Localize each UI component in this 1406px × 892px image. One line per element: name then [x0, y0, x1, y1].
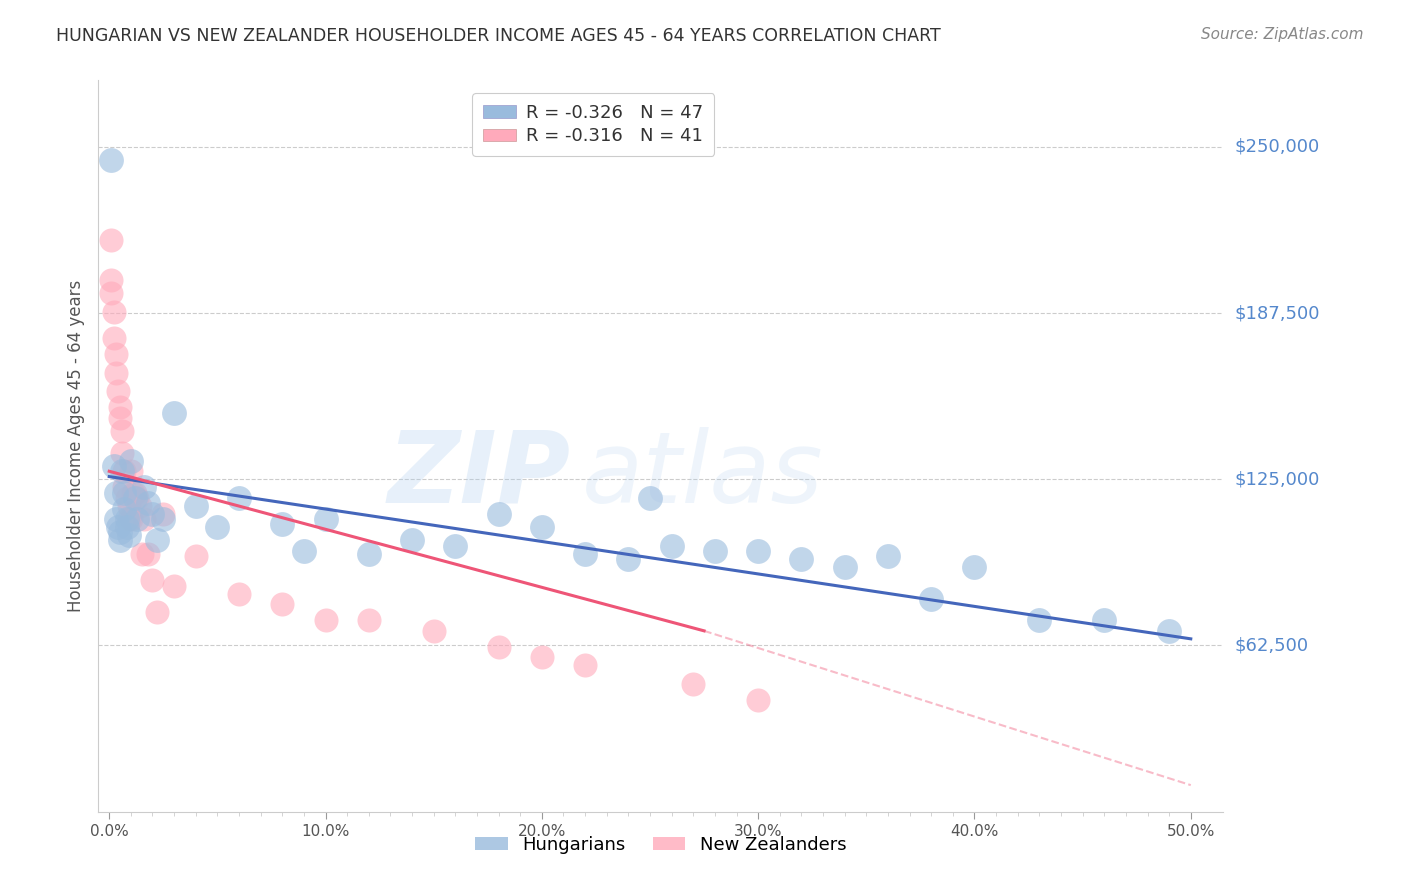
Point: [124, 491, 146, 505]
Text: $250,000: $250,000: [1234, 137, 1320, 156]
Point: [920, 591, 942, 606]
Point: [963, 560, 986, 574]
Point: [103, 331, 125, 345]
Point: [790, 552, 813, 566]
Point: [120, 464, 142, 478]
Point: [104, 347, 127, 361]
Point: [877, 549, 900, 564]
Point: [118, 528, 141, 542]
Point: [141, 574, 163, 588]
Point: [163, 406, 186, 420]
Point: [401, 533, 423, 548]
Point: [104, 512, 127, 526]
Point: [108, 411, 131, 425]
Point: [128, 499, 150, 513]
Point: [834, 560, 856, 574]
Text: HUNGARIAN VS NEW ZEALANDER HOUSEHOLDER INCOME AGES 45 - 64 YEARS CORRELATION CHA: HUNGARIAN VS NEW ZEALANDER HOUSEHOLDER I…: [56, 27, 941, 45]
Point: [703, 544, 725, 558]
Text: $125,000: $125,000: [1234, 470, 1320, 488]
Point: [120, 453, 142, 467]
Point: [574, 658, 596, 673]
Point: [112, 485, 135, 500]
Point: [108, 533, 131, 548]
Point: [122, 485, 145, 500]
Point: [115, 491, 138, 505]
Point: [120, 512, 142, 526]
Point: [118, 499, 141, 513]
Point: [444, 539, 467, 553]
Point: [747, 544, 769, 558]
Point: [747, 693, 769, 707]
Point: [136, 547, 159, 561]
Point: [292, 544, 315, 558]
Point: [127, 491, 149, 505]
Point: [530, 650, 553, 665]
Point: [1028, 613, 1050, 627]
Point: [118, 512, 141, 526]
Point: [141, 507, 163, 521]
Point: [132, 512, 155, 526]
Point: [131, 547, 153, 561]
Point: [207, 520, 229, 534]
Point: [108, 401, 131, 415]
Point: [315, 613, 337, 627]
Point: [100, 286, 122, 301]
Point: [112, 480, 135, 494]
Point: [271, 597, 294, 611]
Text: Source: ZipAtlas.com: Source: ZipAtlas.com: [1201, 27, 1364, 42]
Point: [127, 512, 149, 526]
Point: [184, 549, 207, 564]
Point: [315, 512, 337, 526]
Point: [574, 547, 596, 561]
Point: [103, 304, 125, 318]
Point: [100, 233, 122, 247]
Point: [271, 517, 294, 532]
Text: atlas: atlas: [582, 426, 824, 524]
Point: [152, 507, 174, 521]
Point: [184, 499, 207, 513]
Point: [132, 480, 155, 494]
Y-axis label: Householder Income Ages 45 - 64 years: Householder Income Ages 45 - 64 years: [66, 280, 84, 612]
Point: [100, 273, 122, 287]
Point: [152, 512, 174, 526]
Text: ZIP: ZIP: [388, 426, 571, 524]
Legend: Hungarians, New Zealanders: Hungarians, New Zealanders: [468, 829, 853, 861]
Point: [107, 384, 129, 399]
Point: [682, 677, 704, 691]
Point: [103, 458, 125, 473]
Point: [488, 507, 510, 521]
Point: [228, 586, 250, 600]
Text: $187,500: $187,500: [1234, 304, 1320, 322]
Point: [357, 547, 380, 561]
Point: [357, 613, 380, 627]
Point: [108, 525, 131, 540]
Point: [111, 425, 134, 439]
Point: [146, 533, 169, 548]
Point: [530, 520, 553, 534]
Point: [111, 464, 134, 478]
Point: [100, 153, 122, 167]
Point: [124, 485, 146, 500]
Point: [661, 539, 683, 553]
Point: [638, 491, 661, 505]
Point: [136, 496, 159, 510]
Point: [115, 520, 138, 534]
Point: [104, 366, 127, 380]
Point: [104, 485, 127, 500]
Point: [488, 640, 510, 654]
Point: [228, 491, 250, 505]
Text: $62,500: $62,500: [1234, 637, 1309, 655]
Point: [617, 552, 640, 566]
Point: [112, 464, 135, 478]
Point: [163, 579, 186, 593]
Point: [112, 501, 135, 516]
Point: [146, 605, 169, 619]
Point: [111, 445, 134, 459]
Point: [422, 624, 444, 638]
Point: [115, 512, 138, 526]
Point: [107, 520, 129, 534]
Point: [1092, 613, 1115, 627]
Point: [1159, 624, 1181, 638]
